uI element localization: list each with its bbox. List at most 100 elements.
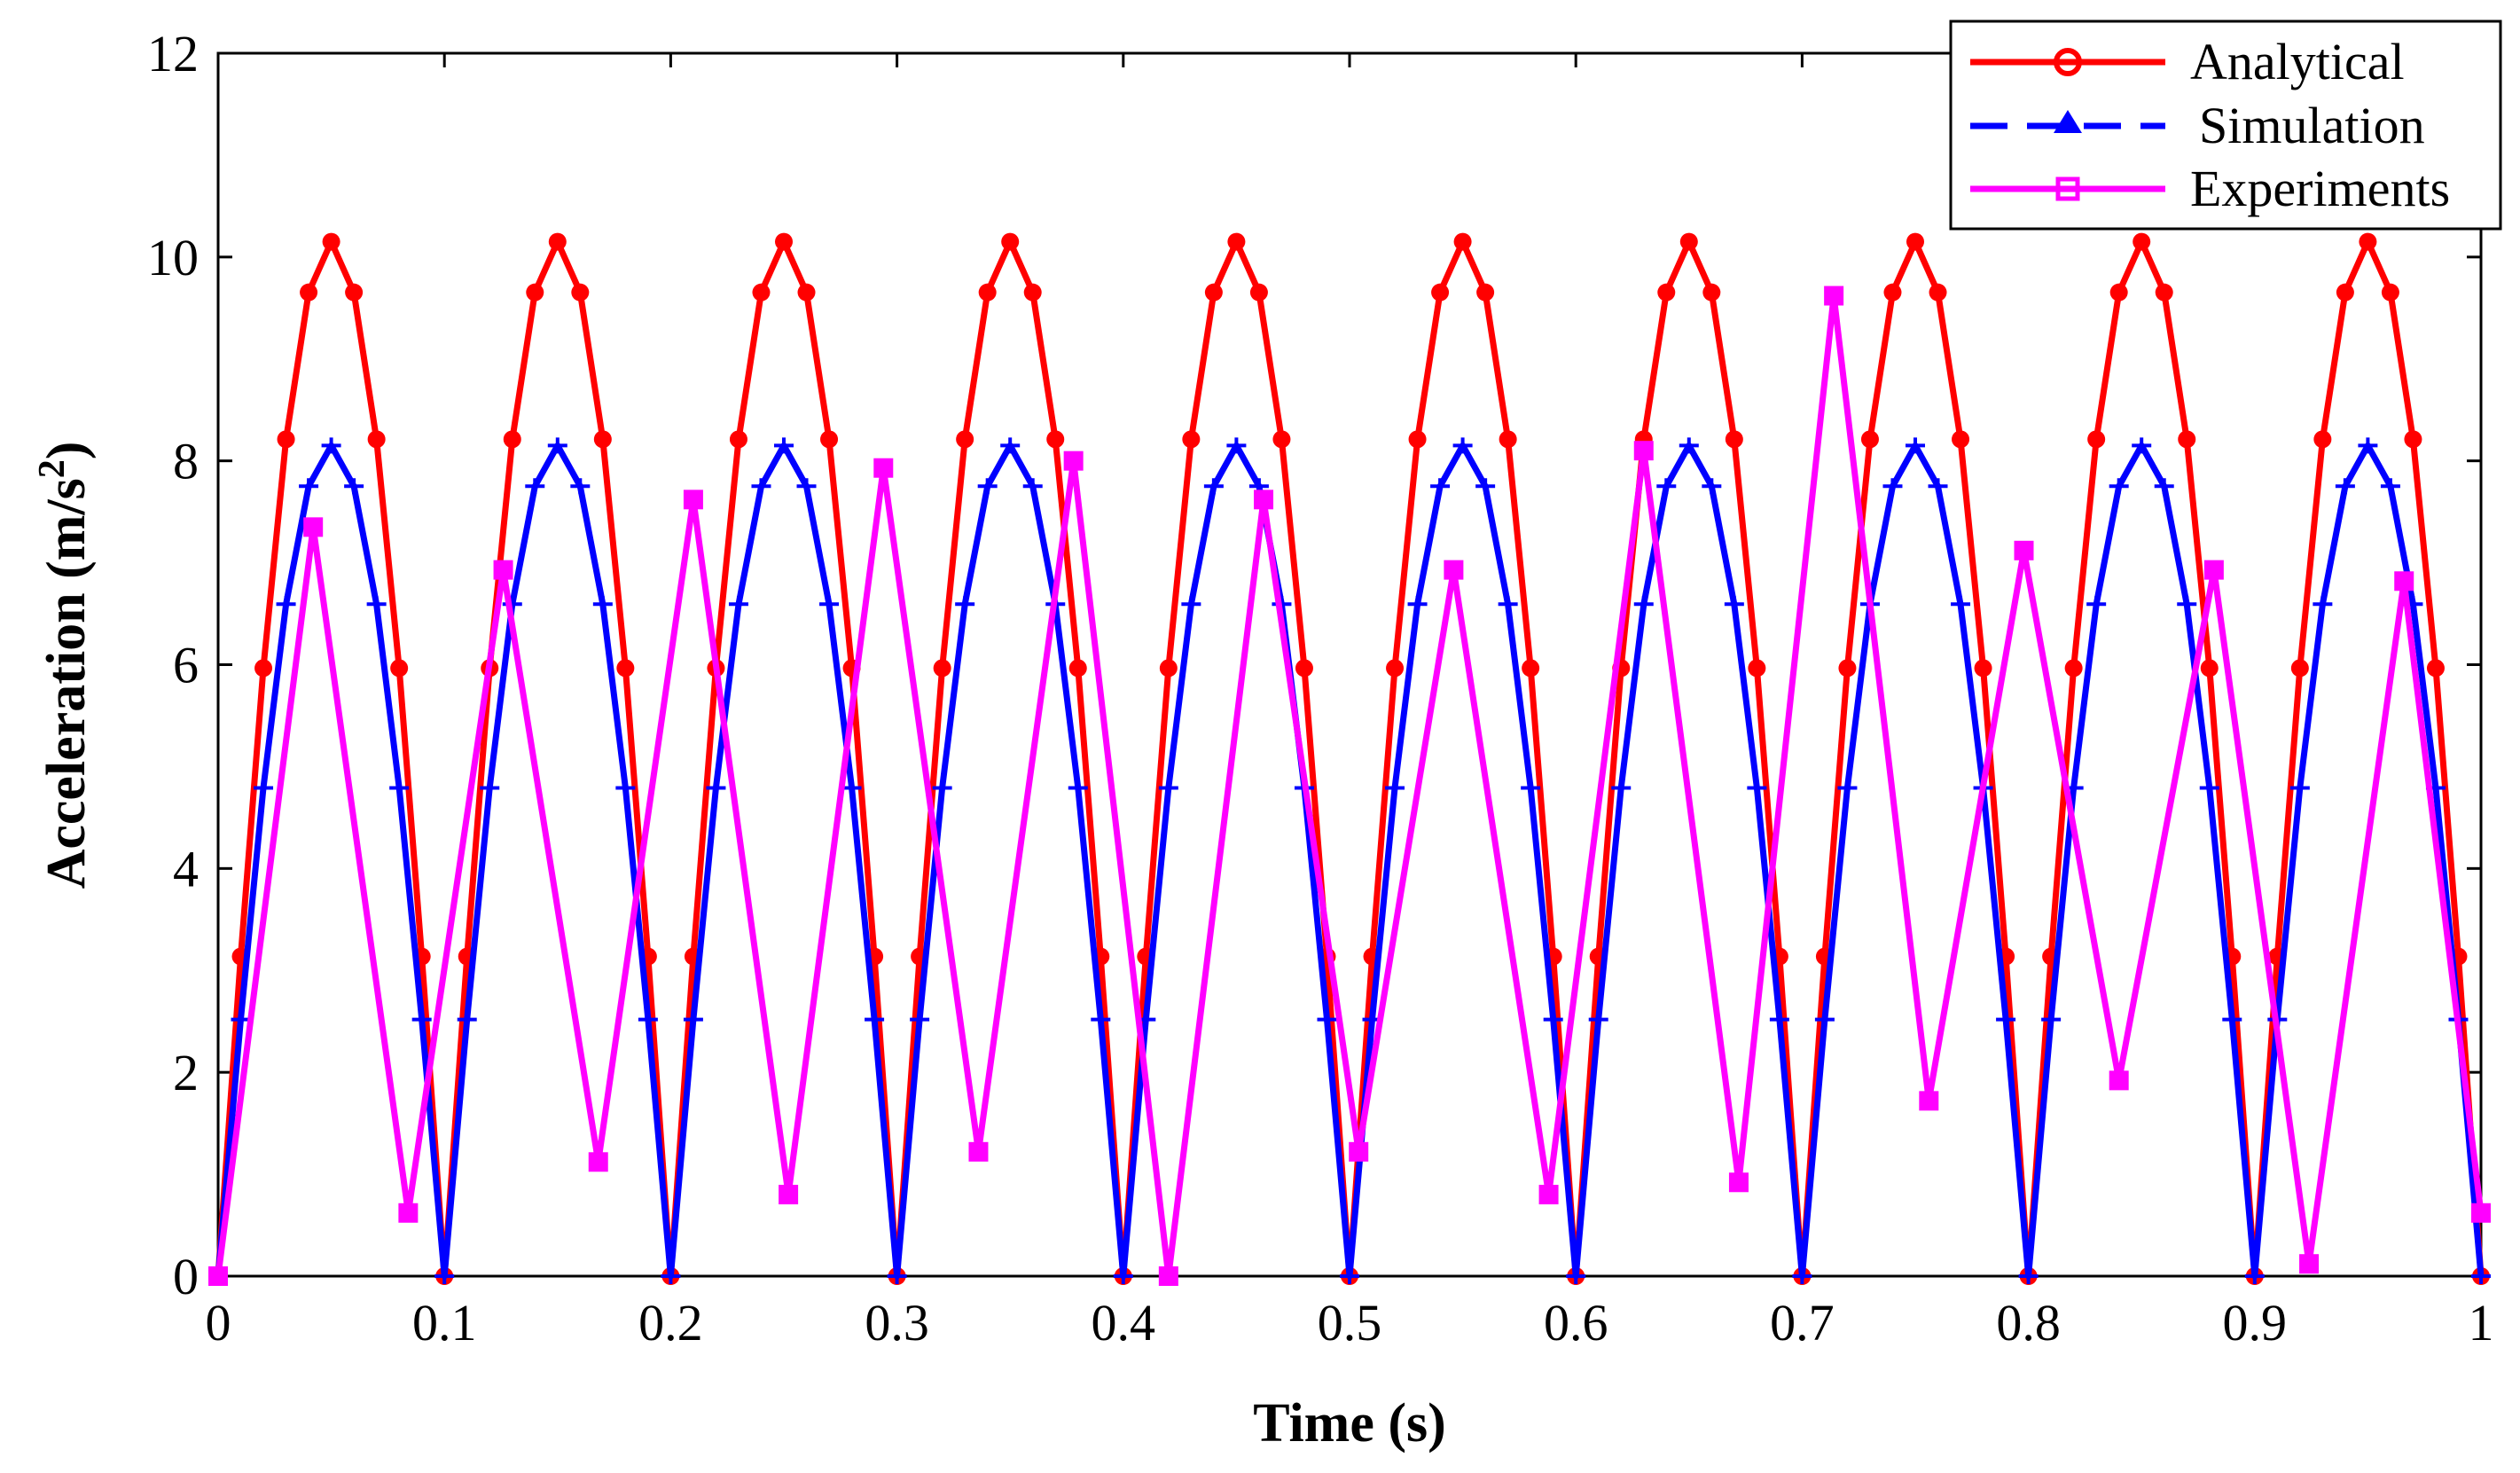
data-point-simulation: [525, 478, 545, 495]
data-point-analytical: [1159, 659, 1178, 678]
data-point-analytical: [2155, 283, 2173, 302]
data-point-simulation: [592, 596, 613, 613]
data-point-simulation: [706, 780, 726, 796]
data-point-simulation: [683, 1011, 703, 1028]
data-point-simulation: [2471, 1268, 2491, 1284]
data-point-simulation: [1882, 478, 1903, 495]
data-point-simulation: [841, 780, 862, 796]
data-point-analytical: [2336, 283, 2354, 302]
data-point-simulation: [1928, 478, 1948, 495]
data-point-analytical: [593, 430, 612, 449]
data-point-experiments: [303, 517, 324, 537]
data-point-simulation: [1113, 1268, 1133, 1284]
data-point-analytical: [616, 659, 635, 678]
data-point-simulation: [1498, 596, 1518, 613]
data-point-simulation: [887, 1268, 907, 1284]
data-point-experiments: [1728, 1172, 1749, 1193]
x-tick-label: 0.9: [2223, 1294, 2288, 1352]
data-point-analytical: [367, 430, 386, 449]
y-tick-label: 2: [173, 1044, 199, 1101]
x-tick-label: 0: [206, 1294, 231, 1352]
data-point-simulation: [1611, 780, 1632, 796]
data-point-simulation: [2109, 478, 2129, 495]
data-point-analytical: [2290, 659, 2309, 678]
data-point-analytical: [956, 430, 974, 449]
data-point-simulation: [1091, 1011, 1111, 1028]
data-point-analytical: [1929, 283, 1947, 302]
series-layer: [208, 232, 2491, 1286]
data-point-experiments: [2394, 571, 2414, 592]
data-point-simulation: [1814, 1011, 1835, 1028]
data-point-analytical: [933, 659, 951, 678]
y-axis-title: Acceleration (m/s2): [32, 442, 97, 889]
data-point-simulation: [661, 1268, 681, 1284]
series-simulation: [208, 437, 2491, 1284]
data-point-simulation: [1521, 780, 1541, 796]
data-point-experiments: [2014, 540, 2034, 560]
data-point-experiments: [683, 490, 703, 510]
data-point-analytical: [1182, 430, 1201, 449]
data-point-analytical: [1657, 283, 1676, 302]
series-experiments: [208, 286, 2491, 1286]
data-point-simulation: [2358, 437, 2378, 454]
data-point-analytical: [1249, 283, 1268, 302]
data-point-simulation: [774, 437, 794, 454]
data-point-simulation: [955, 596, 975, 613]
data-point-experiments: [1538, 1185, 1559, 1205]
data-point-simulation: [1000, 437, 1021, 454]
data-point-analytical: [571, 283, 590, 302]
y-tick-label: 0: [173, 1248, 199, 1305]
data-point-simulation: [932, 780, 952, 796]
data-point-analytical: [1679, 232, 1698, 251]
data-point-analytical: [1974, 659, 1992, 678]
data-point-simulation: [1769, 1011, 1789, 1028]
data-point-simulation: [2313, 596, 2333, 613]
data-point-analytical: [1883, 283, 1902, 302]
data-point-analytical: [345, 283, 364, 302]
data-point-analytical: [1748, 659, 1766, 678]
data-point-simulation: [2177, 596, 2197, 613]
data-point-simulation: [2154, 478, 2174, 495]
data-point-simulation: [1430, 478, 1451, 495]
data-point-simulation: [1317, 1011, 1337, 1028]
data-point-experiments: [968, 1141, 989, 1162]
legend-entry-analytical: Analytical: [1970, 33, 2405, 90]
data-point-simulation: [457, 1011, 477, 1028]
data-point-analytical: [503, 430, 521, 449]
data-point-analytical: [2133, 232, 2151, 251]
data-point-analytical: [729, 430, 747, 449]
data-point-simulation: [2041, 1011, 2062, 1028]
legend-marker-simulation: [2054, 110, 2082, 133]
data-point-simulation: [1475, 478, 1496, 495]
data-point-analytical: [1272, 430, 1291, 449]
data-point-experiments: [1444, 560, 1464, 580]
data-point-simulation: [1588, 1011, 1608, 1028]
data-point-analytical: [2426, 659, 2445, 678]
data-point-simulation: [1203, 478, 1224, 495]
data-point-experiments: [1063, 451, 1084, 471]
data-point-simulation: [751, 478, 771, 495]
data-point-analytical: [1860, 430, 1879, 449]
data-point-experiments: [1919, 1091, 1939, 1111]
data-point-analytical: [2178, 430, 2196, 449]
x-axis-title: Time (s): [1253, 1393, 1446, 1453]
data-point-analytical: [1499, 430, 1517, 449]
data-point-analytical: [390, 659, 409, 678]
data-point-analytical: [2313, 430, 2332, 449]
data-point-simulation: [1702, 478, 1722, 495]
data-point-analytical: [978, 283, 997, 302]
data-point-simulation: [254, 780, 274, 796]
data-point-experiments: [398, 1203, 419, 1223]
data-point-simulation: [2199, 780, 2219, 796]
data-point-simulation: [1724, 596, 1744, 613]
data-point-simulation: [1068, 780, 1088, 796]
data-point-simulation: [2222, 1011, 2242, 1028]
data-point-simulation: [480, 780, 500, 796]
data-point-simulation: [1951, 596, 1971, 613]
data-point-experiments: [1824, 286, 1844, 306]
data-point-analytical: [752, 283, 771, 302]
data-point-analytical: [1386, 659, 1405, 678]
data-point-simulation: [977, 478, 998, 495]
data-point-experiments: [1349, 1141, 1369, 1162]
data-point-experiments: [208, 1266, 228, 1286]
